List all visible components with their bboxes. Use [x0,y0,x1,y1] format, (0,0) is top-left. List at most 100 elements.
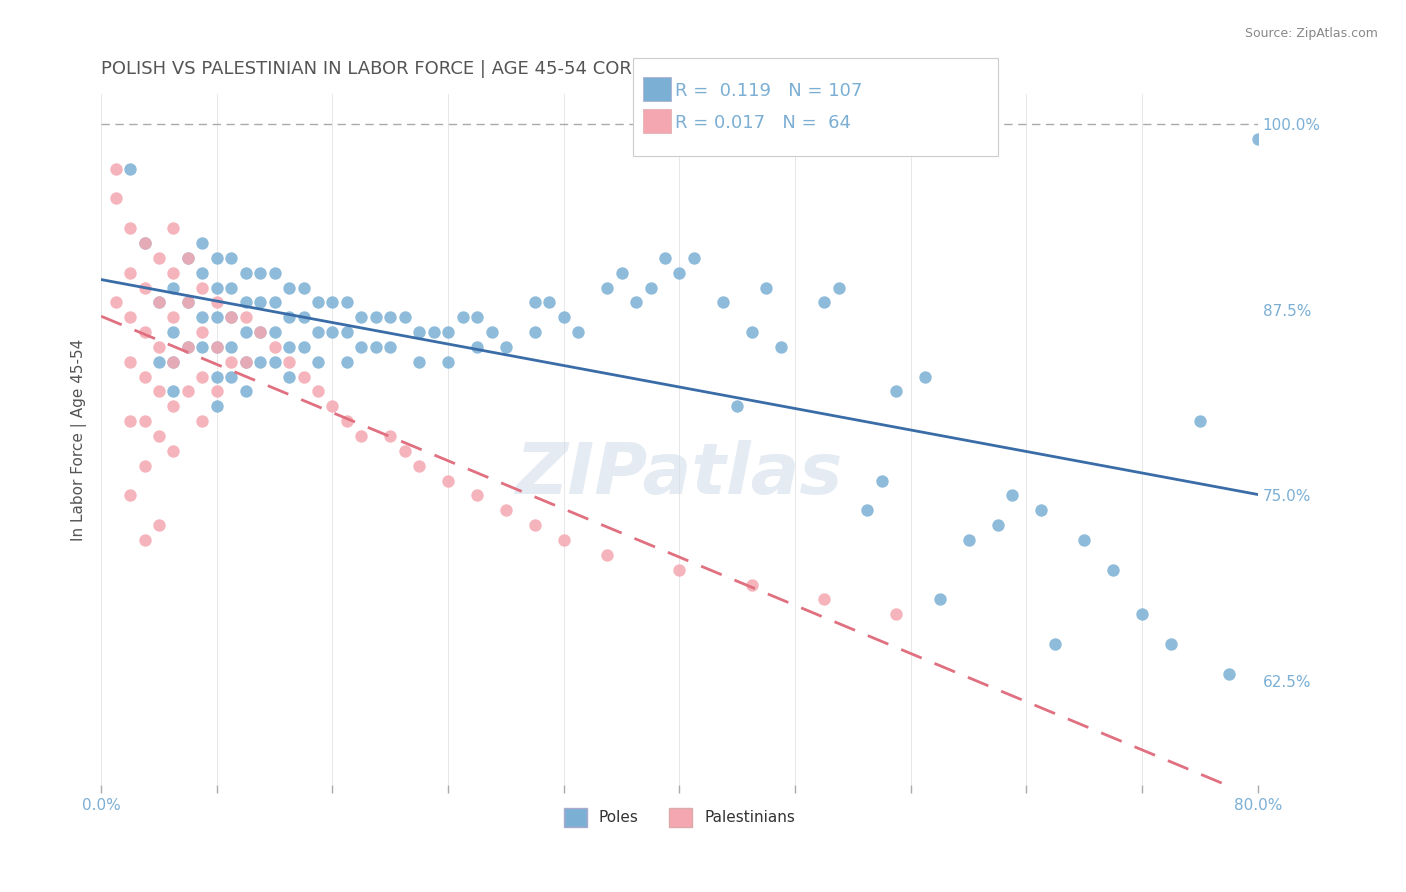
Point [350,429,373,443]
Point [292,369,315,384]
Point [205,384,228,399]
Point [1188,414,1211,428]
Point [523,325,546,339]
Point [380,340,402,354]
Point [307,295,329,310]
Point [408,355,430,369]
Point [162,325,184,339]
Point [394,443,416,458]
Point [205,369,228,384]
Point [148,295,170,310]
Point [465,488,488,502]
Point [134,458,156,473]
Point [249,266,271,280]
Point [177,295,200,310]
Point [263,325,285,339]
Point [321,400,343,414]
Point [481,325,503,339]
Point [1130,607,1153,622]
Point [278,280,301,294]
Point [205,295,228,310]
Point [191,280,214,294]
Point [596,280,619,294]
Point [177,340,200,354]
Point [118,161,141,176]
Point [118,488,141,502]
Point [148,251,170,265]
Point [350,310,373,325]
Point [148,340,170,354]
Point [162,355,184,369]
Point [177,251,200,265]
Point [219,355,242,369]
Point [235,355,257,369]
Point [380,429,402,443]
Text: Source: ZipAtlas.com: Source: ZipAtlas.com [1244,27,1378,40]
Point [725,400,748,414]
Point [321,325,343,339]
Point [191,414,214,428]
Point [278,310,301,325]
Point [191,369,214,384]
Point [263,355,285,369]
Point [408,325,430,339]
Point [437,325,460,339]
Point [162,266,184,280]
Point [307,355,329,369]
Point [205,340,228,354]
Point [118,355,141,369]
Point [118,310,141,325]
Point [205,251,228,265]
Y-axis label: In Labor Force | Age 45-54: In Labor Force | Age 45-54 [72,339,87,541]
Legend: Poles, Palestinians: Poles, Palestinians [558,802,801,833]
Point [263,340,285,354]
Point [350,340,373,354]
Point [755,280,778,294]
Point [235,355,257,369]
Point [134,369,156,384]
Point [914,369,936,384]
Point [205,310,228,325]
Point [104,161,127,176]
Point [235,295,257,310]
Point [177,384,200,399]
Point [640,280,662,294]
Point [987,518,1010,533]
Point [1247,132,1270,146]
Point [148,355,170,369]
Point [162,221,184,235]
Point [148,518,170,533]
Point [928,592,950,607]
Point [249,325,271,339]
Point [886,384,908,399]
Point [624,295,647,310]
Point [1029,503,1052,517]
Point [177,340,200,354]
Point [191,325,214,339]
Point [162,355,184,369]
Text: R = 0.017   N =  64: R = 0.017 N = 64 [675,114,851,132]
Point [134,325,156,339]
Point [567,325,589,339]
Point [118,221,141,235]
Point [134,533,156,547]
Point [711,295,734,310]
Point [1102,563,1125,577]
Point [177,251,200,265]
Point [813,295,835,310]
Point [177,295,200,310]
Text: R =  0.119   N = 107: R = 0.119 N = 107 [675,82,862,100]
Point [870,474,893,488]
Point [668,266,690,280]
Point [219,369,242,384]
Point [827,280,849,294]
Point [451,310,474,325]
Point [336,414,359,428]
Point [235,325,257,339]
Point [321,295,343,310]
Point [610,266,633,280]
Point [134,235,156,250]
Point [307,325,329,339]
Point [465,340,488,354]
Point [856,503,879,517]
